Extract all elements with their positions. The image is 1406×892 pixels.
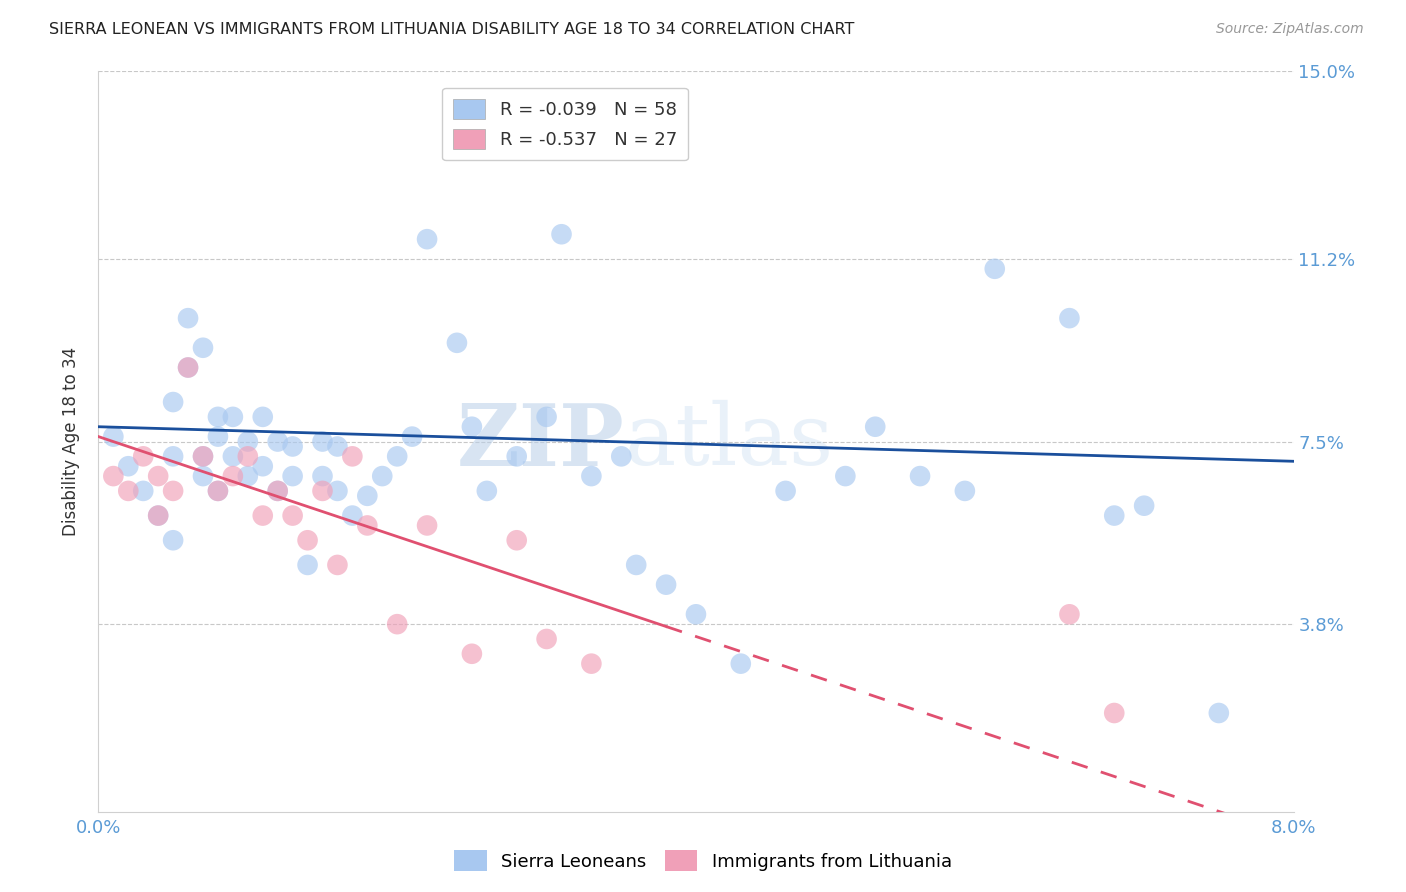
Point [371,469,394,483]
Point [222,450,245,464]
Point [311,469,333,483]
Point [132,483,155,498]
Point [177,360,200,375]
Point [342,508,364,523]
Point [536,409,558,424]
Point [236,469,259,483]
Text: SIERRA LEONEAN VS IMMIGRANTS FROM LITHUANIA DISABILITY AGE 18 TO 34 CORRELATION : SIERRA LEONEAN VS IMMIGRANTS FROM LITHUA… [49,22,855,37]
Point [281,440,304,454]
Point [1104,706,1126,720]
Point [236,450,259,464]
Point [984,261,1007,276]
Point [416,518,439,533]
Point [132,450,155,464]
Point [191,450,214,464]
Point [1059,607,1081,622]
Point [342,450,364,464]
Point [252,508,274,523]
Point [117,483,139,498]
Point [775,483,797,498]
Point [506,533,529,548]
Point [191,469,214,483]
Point [326,483,349,498]
Point [236,434,259,449]
Point [148,508,170,523]
Point [311,434,333,449]
Point [730,657,752,671]
Point [908,469,931,483]
Point [461,419,484,434]
Point [326,558,349,572]
Point [297,558,319,572]
Point [416,232,439,246]
Point [446,335,468,350]
Point [207,483,229,498]
Point [685,607,707,622]
Text: Source: ZipAtlas.com: Source: ZipAtlas.com [1216,22,1364,37]
Point [385,450,409,464]
Point [581,469,603,483]
Point [252,409,274,424]
Point [222,469,245,483]
Point [117,459,139,474]
Point [281,469,304,483]
Point [506,450,529,464]
Point [177,311,200,326]
Point [162,450,184,464]
Point [207,409,229,424]
Point [356,518,378,533]
Point [461,647,484,661]
Legend: Sierra Leoneans, Immigrants from Lithuania: Sierra Leoneans, Immigrants from Lithuan… [447,843,959,879]
Point [1133,499,1156,513]
Point [148,508,170,523]
Point [356,489,378,503]
Point [267,434,290,449]
Point [610,450,633,464]
Point [191,450,214,464]
Text: ZIP: ZIP [457,400,624,483]
Point [191,341,214,355]
Point [222,409,245,424]
Point [1208,706,1230,720]
Point [267,483,290,498]
Point [281,508,304,523]
Point [385,617,409,632]
Point [834,469,856,483]
Point [207,483,229,498]
Point [162,395,184,409]
Point [162,533,184,548]
Point [626,558,648,572]
Point [177,360,200,375]
Point [311,483,333,498]
Point [252,459,274,474]
Y-axis label: Disability Age 18 to 34: Disability Age 18 to 34 [62,347,80,536]
Point [953,483,976,498]
Point [162,483,184,498]
Legend: R = -0.039   N = 58, R = -0.537   N = 27: R = -0.039 N = 58, R = -0.537 N = 27 [441,87,688,161]
Point [1059,311,1081,326]
Point [581,657,603,671]
Point [297,533,319,548]
Point [550,227,572,242]
Point [326,440,349,454]
Point [1104,508,1126,523]
Point [655,577,678,591]
Point [536,632,558,646]
Point [475,483,498,498]
Text: atlas: atlas [624,400,834,483]
Point [103,469,125,483]
Point [148,469,170,483]
Point [267,483,290,498]
Point [103,429,125,443]
Point [207,429,229,443]
Point [865,419,887,434]
Point [401,429,423,443]
